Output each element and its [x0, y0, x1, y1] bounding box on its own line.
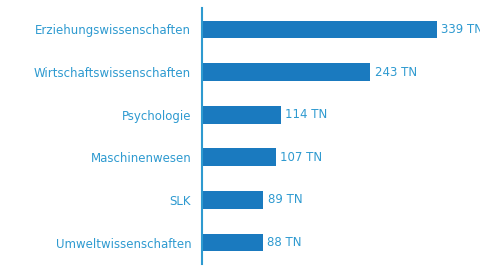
Text: 107 TN: 107 TN [280, 151, 322, 164]
Bar [202, 148, 276, 166]
Text: 114 TN: 114 TN [285, 108, 327, 121]
Text: 89 TN: 89 TN [268, 193, 302, 206]
Bar [202, 20, 437, 38]
Text: 243 TN: 243 TN [374, 66, 417, 79]
Text: 339 TN: 339 TN [441, 23, 480, 36]
Text: 88 TN: 88 TN [267, 236, 301, 249]
Bar [202, 234, 263, 252]
Bar [202, 191, 264, 209]
Bar [202, 106, 281, 124]
Bar [202, 63, 371, 81]
